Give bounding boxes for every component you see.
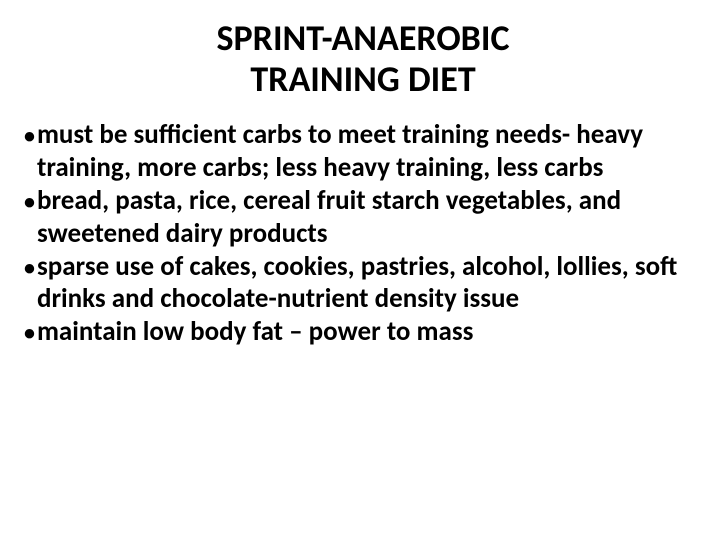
list-item: • maintain low body fat – power to mass xyxy=(24,316,702,349)
bullet-text: bread, pasta, rice, cereal fruit starch … xyxy=(37,185,702,251)
bullet-icon: • xyxy=(24,251,37,284)
bullet-text: must be sufficient carbs to meet trainin… xyxy=(37,119,702,185)
bullet-text: sparse use of cakes, cookies, pastries, … xyxy=(37,251,702,317)
slide-title: SPRINT-ANAEROBIC TRAINING DIET xyxy=(24,18,702,101)
list-item: • bread, pasta, rice, cereal fruit starc… xyxy=(24,185,702,251)
bullet-text: maintain low body fat – power to mass xyxy=(37,316,702,349)
bullet-icon: • xyxy=(24,119,37,152)
bullet-icon: • xyxy=(24,316,37,349)
title-line-1: SPRINT-ANAEROBIC xyxy=(84,18,642,59)
list-item: • sparse use of cakes, cookies, pastries… xyxy=(24,251,702,317)
list-item: • must be sufficient carbs to meet train… xyxy=(24,119,702,185)
slide-container: SPRINT-ANAEROBIC TRAINING DIET • must be… xyxy=(0,0,720,540)
bullet-icon: • xyxy=(24,185,37,218)
title-line-2: TRAINING DIET xyxy=(84,59,642,100)
bullet-list: • must be sufficient carbs to meet train… xyxy=(24,119,702,350)
